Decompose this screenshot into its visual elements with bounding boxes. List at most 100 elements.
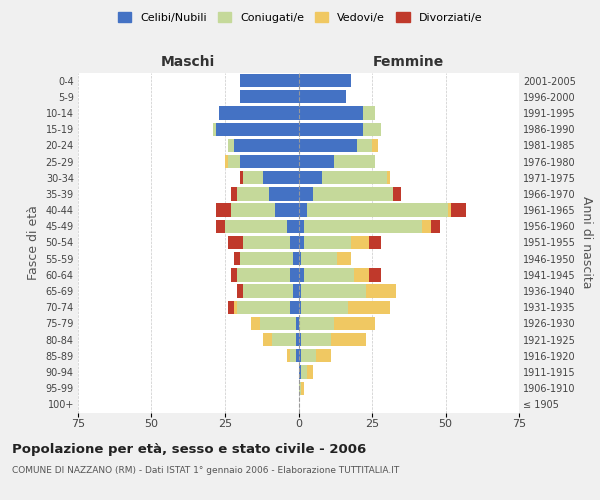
Bar <box>307 366 313 378</box>
Bar <box>301 349 316 362</box>
Bar <box>269 188 299 200</box>
Bar <box>228 155 240 168</box>
Bar <box>304 220 422 233</box>
Bar <box>260 317 296 330</box>
Legend: Celibi/Nubili, Coniugati/e, Vedovi/e, Divorziati/e: Celibi/Nubili, Coniugati/e, Vedovi/e, Di… <box>113 8 487 28</box>
Bar <box>219 106 299 120</box>
Bar <box>299 90 346 104</box>
Bar <box>451 204 466 217</box>
Bar <box>237 188 269 200</box>
Bar <box>299 155 334 168</box>
Bar <box>216 122 299 136</box>
Bar <box>296 333 299 346</box>
Y-axis label: Fasce di età: Fasce di età <box>27 205 40 280</box>
Bar <box>363 106 375 120</box>
Bar <box>299 349 301 362</box>
Bar <box>263 333 272 346</box>
Bar <box>301 366 307 378</box>
Bar <box>322 171 387 184</box>
Bar <box>242 236 290 249</box>
Bar <box>299 188 313 200</box>
Bar <box>334 317 375 330</box>
Bar <box>231 204 275 217</box>
Bar <box>349 300 389 314</box>
Bar <box>337 252 352 266</box>
Bar <box>287 349 290 362</box>
Text: Maschi: Maschi <box>161 56 215 70</box>
Bar <box>225 155 228 168</box>
Bar <box>431 220 440 233</box>
Bar <box>369 268 381 281</box>
Bar <box>448 204 451 217</box>
Bar <box>293 284 299 298</box>
Bar <box>304 236 352 249</box>
Bar <box>299 220 304 233</box>
Bar <box>290 268 299 281</box>
Bar <box>234 252 240 266</box>
Bar <box>228 300 234 314</box>
Bar <box>299 268 304 281</box>
Bar <box>387 171 389 184</box>
Bar <box>307 204 448 217</box>
Bar <box>296 317 299 330</box>
Bar <box>290 236 299 249</box>
Bar <box>301 284 366 298</box>
Bar <box>263 171 299 184</box>
Bar <box>301 382 304 395</box>
Bar <box>231 188 237 200</box>
Bar <box>299 300 301 314</box>
Bar <box>296 349 299 362</box>
Bar <box>299 138 358 152</box>
Bar <box>237 284 242 298</box>
Bar <box>392 188 401 200</box>
Bar <box>299 74 352 87</box>
Bar <box>299 252 301 266</box>
Bar <box>299 106 363 120</box>
Bar <box>299 284 301 298</box>
Bar <box>366 284 395 298</box>
Bar <box>240 90 299 104</box>
Bar <box>237 268 290 281</box>
Bar <box>216 220 225 233</box>
Bar <box>422 220 431 233</box>
Bar <box>358 138 372 152</box>
Bar <box>355 268 369 281</box>
Text: Popolazione per età, sesso e stato civile - 2006: Popolazione per età, sesso e stato civil… <box>12 442 366 456</box>
Bar <box>299 366 301 378</box>
Bar <box>299 333 301 346</box>
Bar <box>369 236 381 249</box>
Bar <box>299 122 363 136</box>
Bar <box>290 300 299 314</box>
Bar <box>240 155 299 168</box>
Bar <box>213 122 216 136</box>
Bar <box>272 333 296 346</box>
Bar <box>299 382 301 395</box>
Bar <box>290 349 296 362</box>
Bar <box>316 349 331 362</box>
Bar <box>301 300 349 314</box>
Bar <box>228 236 242 249</box>
Bar <box>242 171 263 184</box>
Bar <box>301 252 337 266</box>
Text: COMUNE DI NAZZANO (RM) - Dati ISTAT 1° gennaio 2006 - Elaborazione TUTTITALIA.IT: COMUNE DI NAZZANO (RM) - Dati ISTAT 1° g… <box>12 466 399 475</box>
Bar <box>225 220 287 233</box>
Bar <box>293 252 299 266</box>
Bar <box>237 300 290 314</box>
Bar <box>299 236 304 249</box>
Bar <box>234 138 299 152</box>
Y-axis label: Anni di nascita: Anni di nascita <box>580 196 593 288</box>
Bar <box>299 204 307 217</box>
Bar <box>240 252 293 266</box>
Text: Femmine: Femmine <box>373 56 445 70</box>
Bar <box>331 333 366 346</box>
Bar <box>275 204 299 217</box>
Bar <box>234 300 237 314</box>
Bar <box>287 220 299 233</box>
Bar <box>372 138 378 152</box>
Bar <box>301 333 331 346</box>
Bar <box>304 268 355 281</box>
Bar <box>299 171 322 184</box>
Bar <box>251 317 260 330</box>
Bar <box>242 284 293 298</box>
Bar <box>231 268 237 281</box>
